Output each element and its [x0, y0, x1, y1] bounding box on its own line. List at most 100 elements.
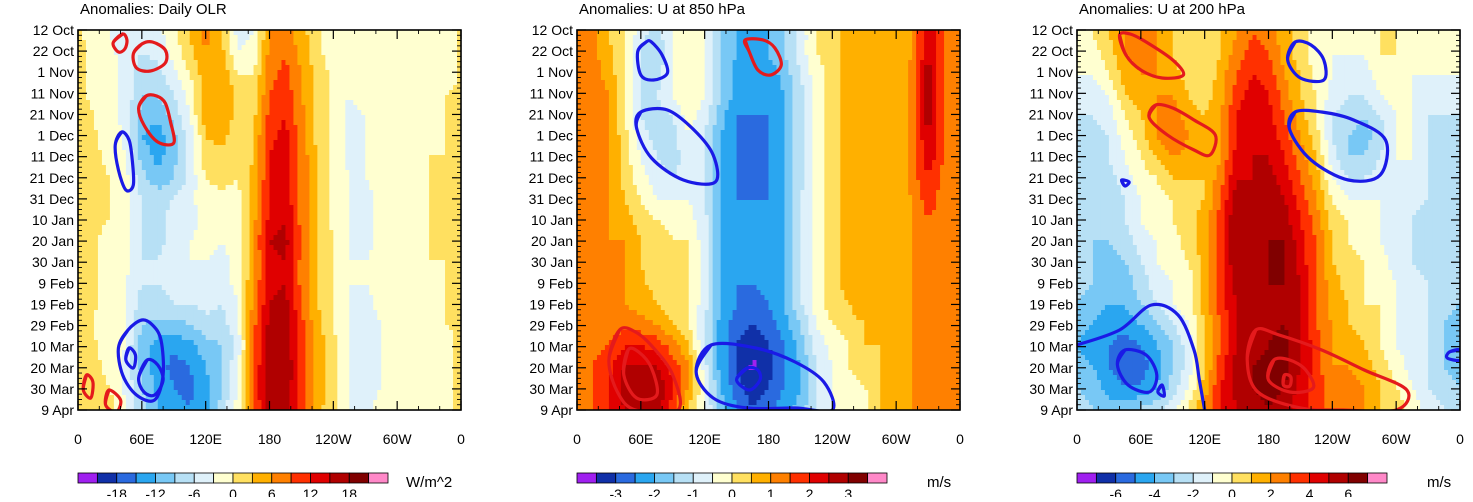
field-cell [102, 270, 107, 276]
field-cell [297, 110, 302, 116]
field-cell [345, 45, 350, 51]
field-cell [429, 140, 434, 146]
field-cell [182, 235, 187, 241]
field-cell [266, 250, 271, 256]
field-cell [301, 165, 306, 171]
field-cell [429, 265, 434, 271]
field-cell [437, 140, 442, 146]
field-cell [246, 270, 251, 276]
field-cell [114, 180, 119, 186]
field-cell [285, 35, 290, 41]
field-cell [361, 120, 366, 126]
field-cell [186, 35, 191, 41]
field-cell [90, 225, 95, 231]
field-cell [230, 135, 235, 141]
field-cell [277, 285, 282, 291]
field-cell [393, 255, 398, 261]
field-cell [385, 275, 390, 281]
field-cell [273, 125, 278, 131]
field-cell [453, 270, 458, 276]
field-cell [353, 80, 358, 86]
field-cell [250, 120, 255, 126]
field-cell [102, 110, 107, 116]
field-cell [134, 265, 139, 271]
field-cell [433, 65, 438, 71]
field-cell [114, 175, 119, 181]
field-cell [353, 240, 358, 246]
field-cell [445, 110, 450, 116]
field-cell [381, 80, 386, 86]
field-cell [369, 35, 374, 41]
field-cell [106, 40, 111, 46]
field-cell [186, 195, 191, 201]
field-cell [186, 275, 191, 281]
field-cell [305, 135, 310, 141]
field-cell [254, 75, 259, 81]
field-cell [190, 245, 195, 251]
field-cell [186, 70, 191, 76]
field-cell [393, 115, 398, 121]
field-cell [409, 80, 414, 86]
field-cell [186, 160, 191, 166]
field-cell [102, 50, 107, 56]
field-cell [270, 210, 275, 216]
field-cell [373, 85, 378, 91]
field-cell [234, 195, 239, 201]
field-cell [389, 285, 394, 291]
field-cell [357, 90, 362, 96]
field-cell [102, 220, 107, 226]
field-cell [273, 150, 278, 156]
field-cell [210, 100, 215, 106]
field-cell [305, 75, 310, 81]
field-cell [126, 165, 131, 171]
field-cell [94, 130, 99, 136]
field-cell [170, 270, 175, 276]
field-cell [154, 285, 159, 291]
field-cell [262, 205, 267, 211]
field-cell [198, 145, 203, 151]
field-cell [301, 130, 306, 136]
field-cell [369, 220, 374, 226]
field-cell [273, 260, 278, 266]
field-cell [250, 260, 255, 266]
field-cell [453, 65, 458, 71]
field-cell [317, 285, 322, 291]
field-cell [357, 45, 362, 51]
field-cell [202, 140, 207, 146]
field-cell [397, 175, 402, 181]
field-cell [254, 270, 259, 276]
field-cell [114, 70, 119, 76]
field-cell [329, 50, 334, 56]
field-cell [142, 150, 147, 156]
field-cell [206, 205, 211, 211]
field-cell [365, 255, 370, 261]
field-cell [130, 100, 135, 106]
field-cell [357, 135, 362, 141]
field-cell [134, 145, 139, 151]
field-cell [218, 50, 223, 56]
field-cell [130, 275, 135, 281]
field-cell [453, 40, 458, 46]
field-cell [397, 225, 402, 231]
field-cell [234, 175, 239, 181]
field-cell [361, 45, 366, 51]
field-cell [230, 65, 235, 71]
field-cell [429, 240, 434, 246]
field-cell [337, 80, 342, 86]
field-cell [82, 200, 87, 206]
field-cell [417, 75, 422, 81]
field-cell [150, 45, 155, 51]
field-cell [357, 190, 362, 196]
field-cell [425, 105, 430, 111]
field-cell [293, 240, 298, 246]
field-cell [250, 155, 255, 161]
field-cell [393, 150, 398, 156]
field-cell [254, 70, 259, 76]
field-cell [270, 245, 275, 251]
field-cell [234, 210, 239, 216]
field-cell [126, 245, 131, 251]
field-cell [130, 30, 135, 36]
field-cell [254, 45, 259, 51]
field-cell [313, 45, 318, 51]
